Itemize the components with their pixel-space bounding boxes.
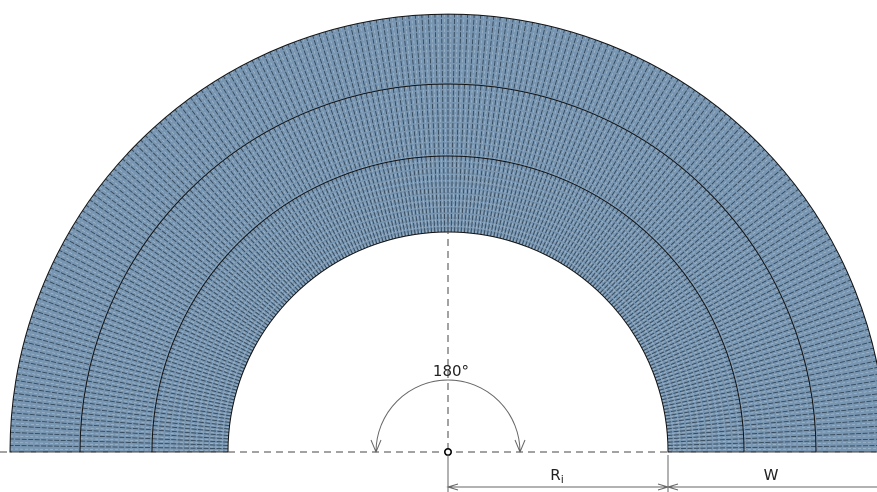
inner-radius-label: Ri [550, 466, 564, 486]
belt-lane-line-outer [79, 83, 817, 453]
curved-belt-section [9, 13, 877, 453]
belt-rib-pattern [10, 14, 877, 452]
belt-lane-line-inner [151, 155, 745, 453]
inner-radius-arrow-left [446, 483, 459, 491]
width-arrow-left [666, 483, 679, 491]
width-label: W [764, 466, 779, 484]
angle-arrowhead-left [370, 439, 382, 454]
belt-outline [9, 13, 877, 453]
angle-label: 180° [433, 362, 469, 380]
angle-arc [375, 379, 521, 453]
belt-surface [10, 14, 877, 452]
angle-arrowhead-right [514, 439, 526, 454]
dimension-annotations: 180° Ri W [0, 215, 877, 492]
center-point [443, 447, 452, 456]
belt-ribs [10, 14, 877, 452]
